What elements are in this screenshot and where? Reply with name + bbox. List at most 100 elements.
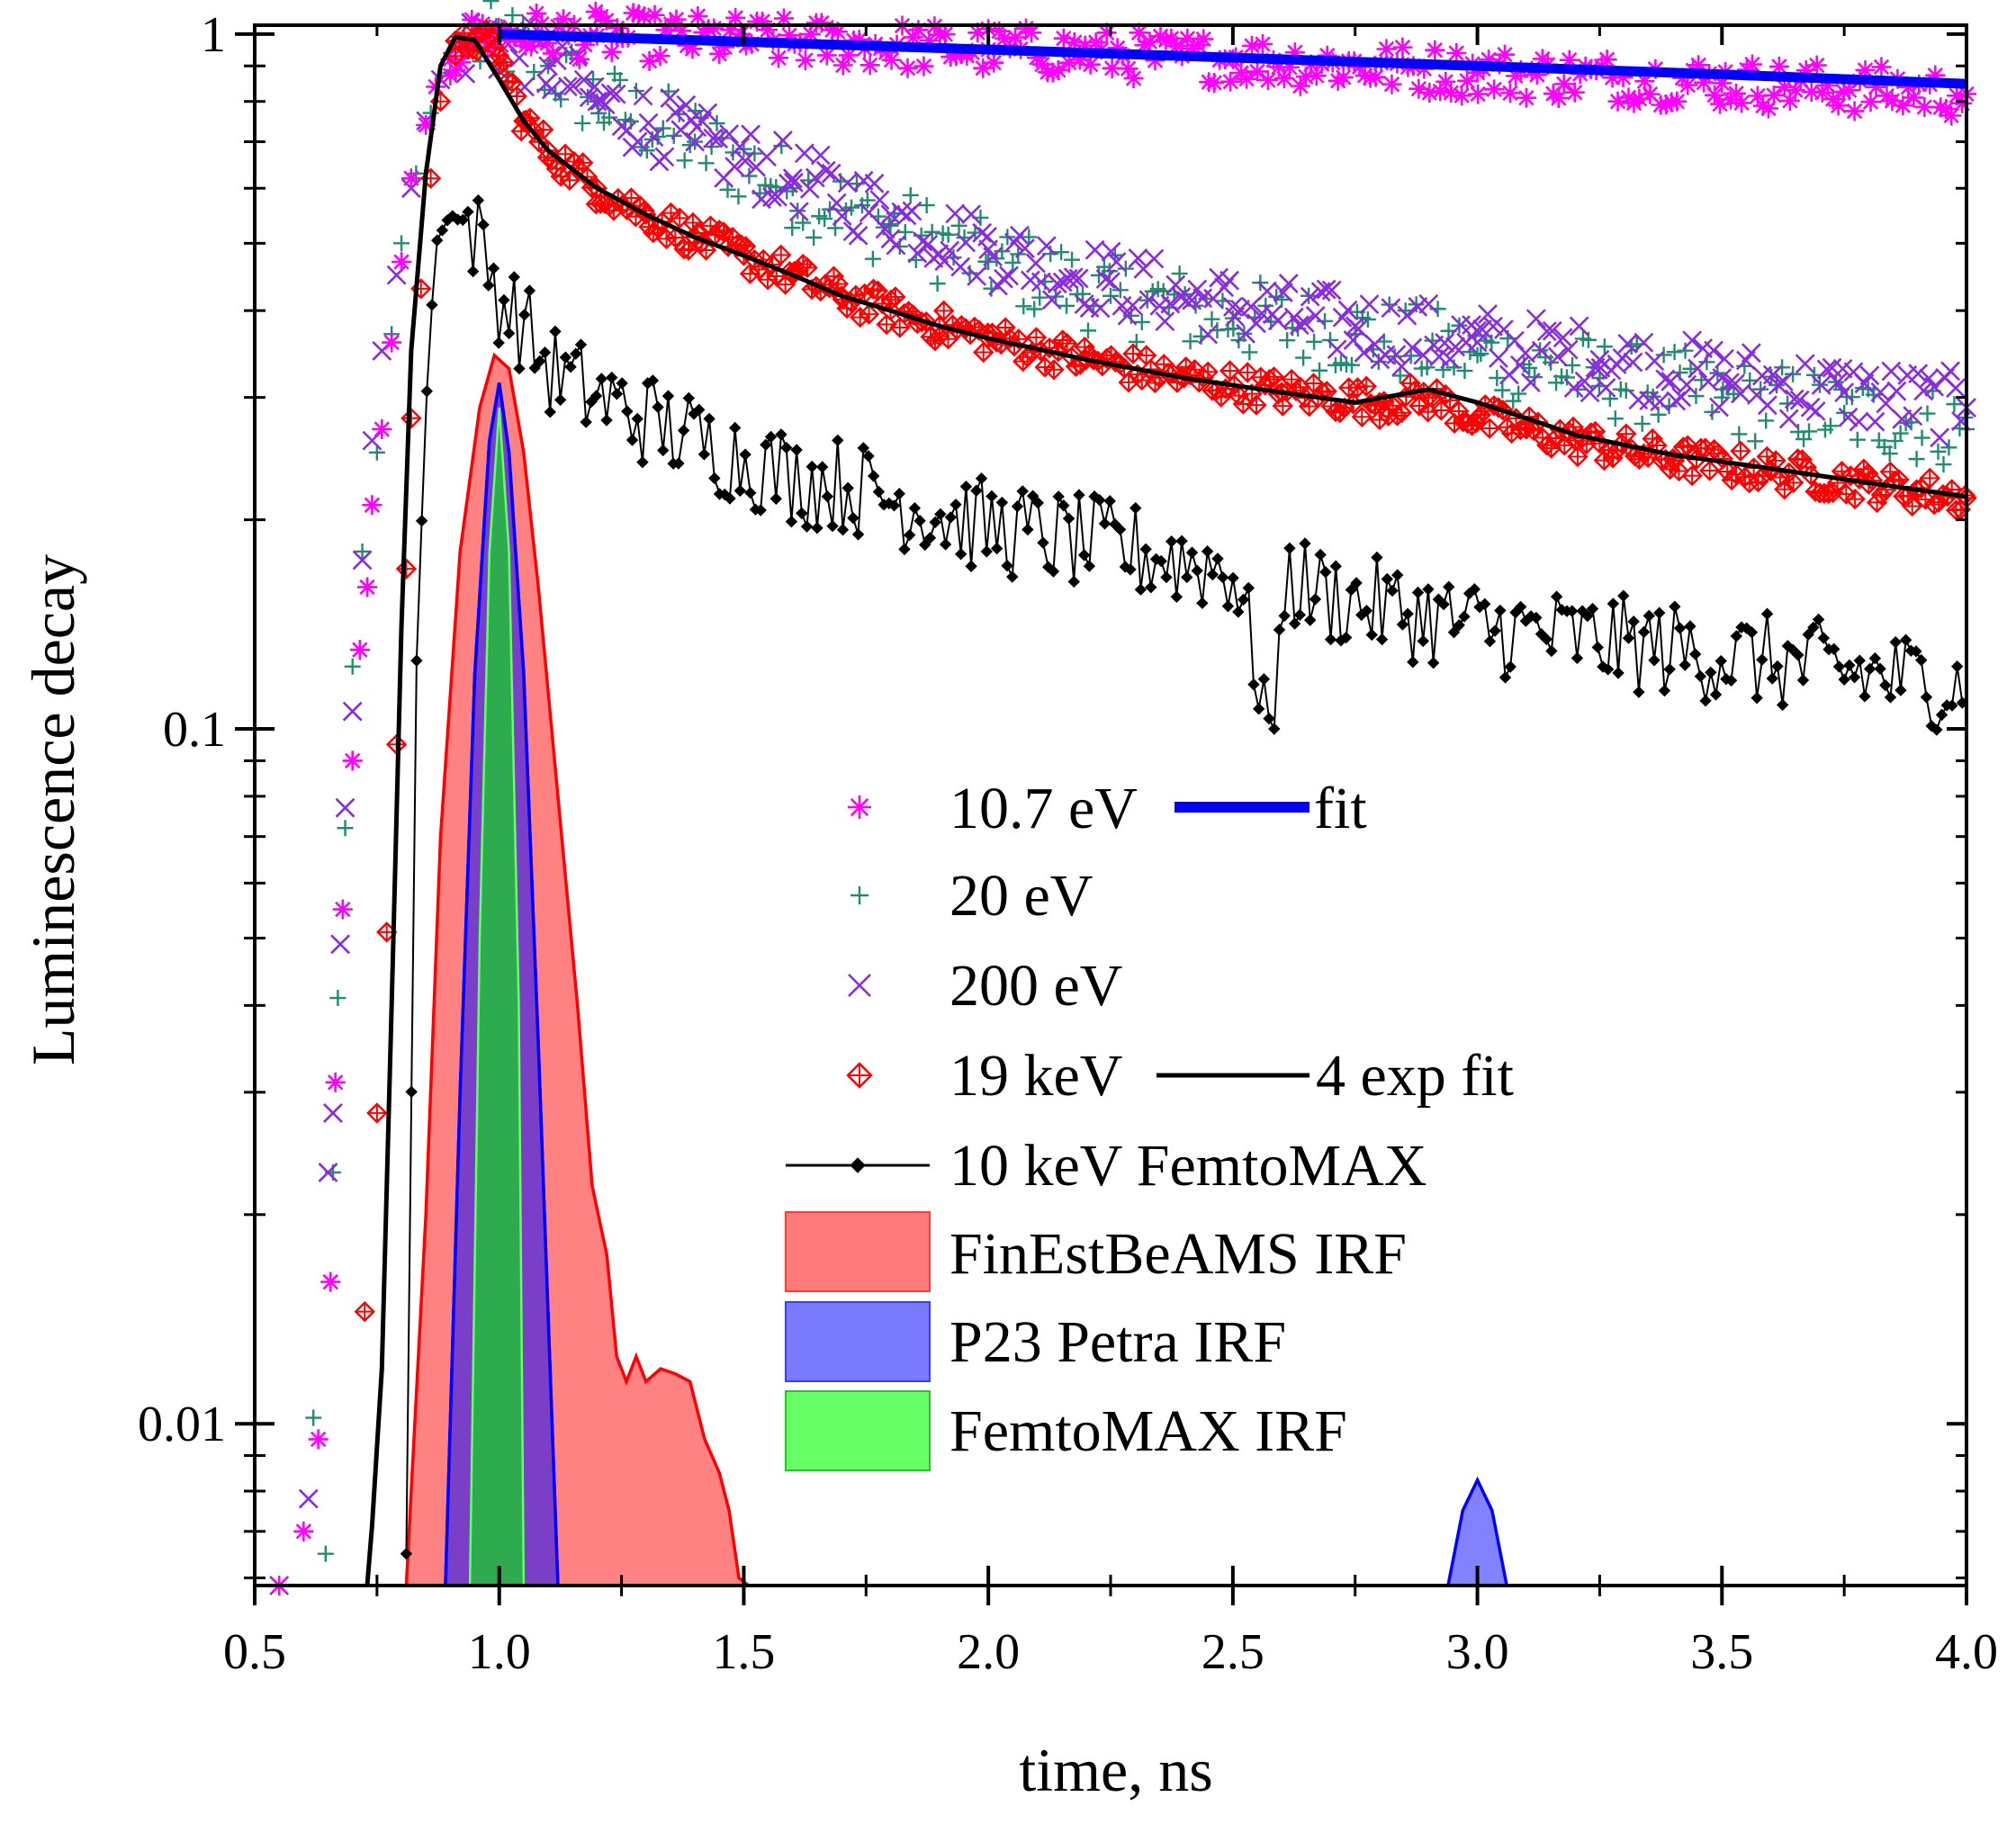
point xyxy=(1117,305,1138,326)
point xyxy=(420,385,433,398)
point xyxy=(1865,411,1886,432)
point xyxy=(1606,410,1624,427)
point xyxy=(1849,411,1869,432)
point-d2 xyxy=(768,186,788,207)
point xyxy=(1774,359,1791,376)
point xyxy=(772,130,793,151)
point-diamond xyxy=(466,265,480,278)
point xyxy=(472,193,485,207)
point xyxy=(1758,412,1775,429)
point xyxy=(366,1102,388,1124)
point xyxy=(1489,347,1508,368)
point xyxy=(415,515,428,527)
point xyxy=(769,48,789,68)
point xyxy=(1483,316,1503,337)
point-stroke xyxy=(1168,38,1185,54)
point xyxy=(768,186,788,207)
point-diamond xyxy=(482,279,495,292)
point-d2 xyxy=(1160,293,1181,314)
point xyxy=(600,109,617,126)
point-d2 xyxy=(1267,310,1288,331)
point-d2 xyxy=(1773,372,1794,391)
point xyxy=(1763,85,1784,105)
point xyxy=(1386,345,1407,365)
point-d2 xyxy=(1047,274,1067,294)
point xyxy=(293,1521,314,1541)
point-d2 xyxy=(972,222,992,243)
point-stroke xyxy=(1163,31,1180,47)
point xyxy=(1327,339,1347,360)
point-stroke xyxy=(1486,81,1502,98)
point xyxy=(810,145,831,166)
point xyxy=(1365,67,1386,87)
point-d2 xyxy=(1720,373,1740,393)
point xyxy=(1273,283,1293,302)
point-d2 xyxy=(848,225,868,246)
point xyxy=(1425,40,1445,60)
point xyxy=(1542,320,1562,341)
point xyxy=(1138,290,1159,310)
point-d2 xyxy=(1386,345,1407,365)
point-d2 xyxy=(1832,358,1853,379)
point xyxy=(1795,354,1815,374)
data-series xyxy=(269,0,1977,1595)
point-d2 xyxy=(1440,349,1461,370)
point xyxy=(400,168,421,189)
point xyxy=(1390,401,1413,424)
point-d2 xyxy=(1171,287,1192,307)
point-d2 xyxy=(1283,307,1304,328)
point xyxy=(1133,313,1150,330)
point-stroke xyxy=(1383,76,1400,93)
point-stroke xyxy=(1195,31,1211,48)
point-diamond xyxy=(430,234,444,247)
point-stroke xyxy=(393,254,410,270)
point xyxy=(1660,372,1681,391)
point xyxy=(837,173,858,193)
point-d2 xyxy=(1660,372,1681,391)
point-d2 xyxy=(584,76,605,97)
point xyxy=(1015,298,1032,315)
point-d2 xyxy=(708,129,729,149)
point xyxy=(382,332,402,353)
point xyxy=(590,104,608,121)
point-d2 xyxy=(1493,319,1514,340)
point xyxy=(1946,396,1963,413)
point-d2 xyxy=(1531,340,1552,361)
point xyxy=(1391,356,1412,377)
point xyxy=(665,103,686,123)
point xyxy=(352,550,373,571)
point xyxy=(848,225,868,246)
point xyxy=(526,63,543,80)
point xyxy=(1311,362,1328,379)
point xyxy=(932,300,955,322)
point-d2 xyxy=(741,124,760,145)
point xyxy=(1838,407,1858,427)
point xyxy=(1004,254,1022,271)
point-d2 xyxy=(1252,303,1272,324)
point xyxy=(1101,272,1120,292)
point-d2 xyxy=(1886,381,1907,401)
point xyxy=(1881,361,1902,382)
point-d2 xyxy=(1634,332,1654,353)
point xyxy=(559,351,572,364)
point-d2 xyxy=(455,63,476,84)
point xyxy=(1328,70,1348,91)
point xyxy=(724,157,745,177)
point xyxy=(523,284,536,297)
point xyxy=(1278,274,1299,293)
point-stroke xyxy=(1125,70,1142,86)
point xyxy=(1469,346,1486,364)
point xyxy=(1220,71,1241,92)
point-d2 xyxy=(692,111,713,131)
point xyxy=(1182,333,1199,350)
point xyxy=(1805,401,1826,421)
point-d2 xyxy=(1300,286,1320,307)
point xyxy=(799,179,820,199)
point xyxy=(1052,272,1073,292)
point-d2 xyxy=(616,120,637,140)
point xyxy=(1494,382,1511,399)
point xyxy=(784,220,801,237)
point-d2 xyxy=(724,157,745,177)
point xyxy=(554,393,567,407)
